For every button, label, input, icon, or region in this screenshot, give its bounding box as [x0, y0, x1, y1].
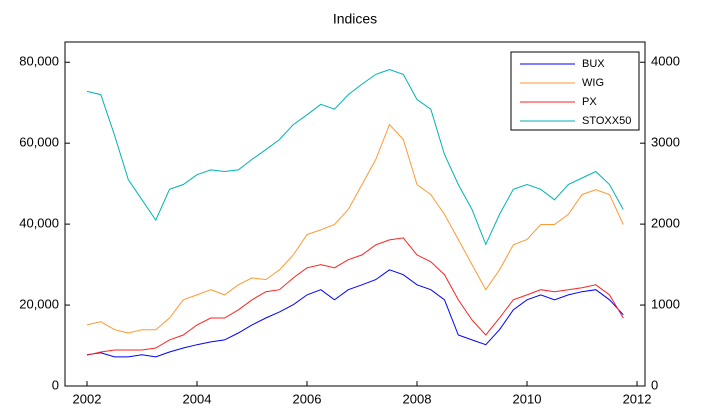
y2-tick-label: 2000: [651, 216, 680, 231]
x-tick-label: 2002: [73, 391, 102, 406]
legend: BUX WIG PX STOXX50: [510, 51, 640, 131]
series-line: [86, 237, 624, 356]
legend-label: BUX: [582, 58, 605, 70]
y2-tick-label: 0: [651, 377, 658, 392]
x-tick-label: 2010: [513, 391, 542, 406]
legend-label: STOXX50: [582, 115, 631, 127]
y-tick-label: 0: [52, 377, 59, 392]
x-tick-label: 2006: [293, 391, 322, 406]
series-line: [86, 269, 624, 358]
legend-box: [510, 51, 640, 131]
series-line: [86, 123, 624, 334]
series-line: [86, 68, 624, 246]
y-tick-label: 40,000: [19, 216, 59, 231]
y-tick-label: 20,000: [19, 296, 59, 311]
y2-tick-label: 3000: [651, 135, 680, 150]
legend-label: PX: [582, 96, 597, 108]
x-tick-label: 2012: [623, 391, 652, 406]
y-tick-label: 60,000: [19, 135, 59, 150]
legend-label: WIG: [582, 77, 604, 89]
y2-tick-label: 4000: [651, 54, 680, 69]
x-tick-label: 2004: [183, 391, 212, 406]
plot-frame: [64, 41, 646, 387]
chart-title: Indices: [333, 11, 377, 27]
y2-tick-label: 1000: [651, 296, 680, 311]
y-tick-label: 80,000: [19, 54, 59, 69]
x-tick-label: 2008: [403, 391, 432, 406]
